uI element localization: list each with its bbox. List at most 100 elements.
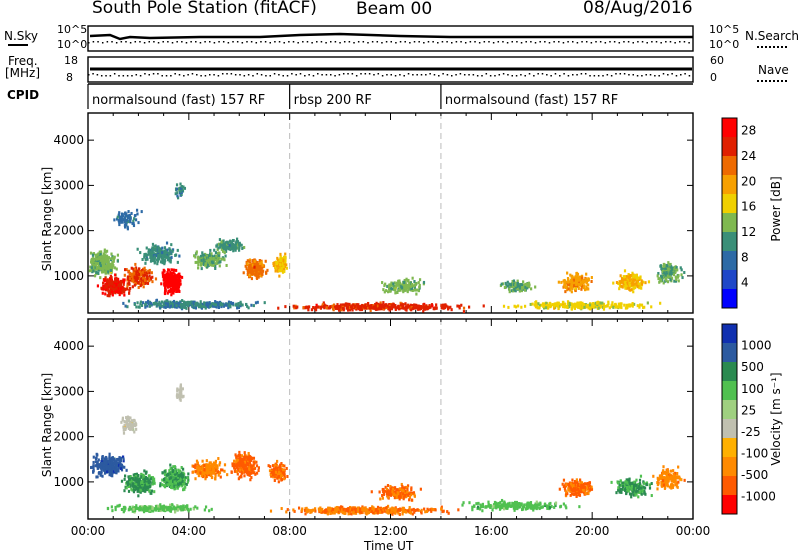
data-cell <box>197 302 200 306</box>
nave-dot <box>135 74 138 76</box>
data-cell <box>171 301 174 305</box>
data-cell <box>115 267 118 271</box>
data-cell <box>116 215 119 219</box>
data-cell <box>127 489 131 493</box>
data-cell <box>108 452 111 456</box>
data-cell <box>178 476 181 480</box>
data-cell <box>279 263 282 267</box>
data-cell <box>580 287 583 291</box>
nsearch-dot <box>609 41 611 43</box>
data-cell <box>187 478 190 482</box>
data-cell <box>109 274 112 278</box>
data-cell <box>166 483 169 487</box>
data-cell <box>216 255 220 259</box>
x-tick-label: 12:00 <box>373 524 408 538</box>
data-cell <box>247 306 250 310</box>
data-cell <box>235 240 238 244</box>
data-cell <box>348 308 352 312</box>
data-cell <box>169 276 172 280</box>
data-cell <box>360 305 363 309</box>
data-cell <box>150 257 153 261</box>
data-cell <box>554 302 557 306</box>
data-cell <box>163 305 166 309</box>
data-cell <box>102 287 105 291</box>
nave-dot <box>623 73 626 75</box>
data-cell <box>137 272 141 276</box>
data-cell <box>523 304 527 308</box>
data-cell <box>173 473 177 477</box>
data-cell <box>570 283 573 287</box>
nsearch-dot <box>446 41 448 43</box>
nave-dot <box>174 73 176 75</box>
data-cell <box>123 278 126 282</box>
nave-dot <box>610 75 613 77</box>
data-cell <box>184 476 187 480</box>
data-cell <box>103 457 106 461</box>
data-cell <box>410 286 414 290</box>
nave-dot <box>628 74 630 76</box>
data-cell <box>165 282 168 286</box>
nave-tick-top: 60 <box>710 54 724 67</box>
nave-dot <box>88 74 90 76</box>
data-cell <box>176 196 180 200</box>
data-cell <box>99 473 102 477</box>
data-cell <box>614 302 617 306</box>
data-cell <box>168 477 171 481</box>
data-cell <box>179 476 182 480</box>
nave-dot <box>567 75 570 77</box>
data-cell <box>112 469 116 473</box>
nsearch-dot <box>409 42 411 44</box>
data-cell <box>170 256 173 260</box>
data-cell <box>417 289 421 293</box>
data-cell <box>209 256 212 260</box>
nsearch-dot <box>581 41 583 43</box>
data-cell <box>123 474 127 478</box>
data-cell <box>115 217 119 221</box>
data-cell <box>602 302 605 306</box>
data-cell <box>570 280 574 284</box>
nave-dot <box>304 75 306 77</box>
data-cell <box>577 281 580 285</box>
nave-dot <box>572 74 574 76</box>
data-cell <box>217 242 221 246</box>
data-cell <box>676 275 680 279</box>
data-cell <box>130 266 133 270</box>
data-cell <box>618 305 621 309</box>
nsearch-dot <box>641 41 644 43</box>
data-cell <box>116 279 119 283</box>
data-cell <box>635 276 638 280</box>
colorbar-tick-label: 8 <box>741 250 749 264</box>
data-cell <box>212 304 215 308</box>
nave-dot <box>273 73 276 75</box>
data-cell <box>152 477 156 481</box>
nsearch-dot <box>134 41 137 43</box>
data-cell <box>665 275 668 279</box>
data-cell <box>500 282 503 286</box>
data-cell <box>101 268 104 272</box>
data-cell <box>163 469 166 473</box>
nave-dot <box>100 75 103 77</box>
nsearch-label: N.Search <box>745 29 800 43</box>
data-cell <box>171 289 175 293</box>
data-cell <box>110 257 113 261</box>
data-cell <box>99 466 103 470</box>
data-cell <box>576 272 580 276</box>
data-cell <box>103 266 106 270</box>
data-cell <box>125 468 128 472</box>
nave-dot <box>347 73 349 75</box>
data-cell <box>118 456 121 460</box>
nave-dot <box>658 75 660 77</box>
data-cell <box>141 268 144 272</box>
nave-dot <box>680 74 682 76</box>
data-cell <box>157 246 160 250</box>
nsearch-dot <box>353 42 355 44</box>
data-cell <box>524 285 527 289</box>
data-cell <box>216 248 219 252</box>
data-cell <box>630 288 634 292</box>
data-cell <box>171 482 174 486</box>
data-cell <box>93 274 97 278</box>
data-cell <box>377 307 380 311</box>
data-cell <box>383 305 386 309</box>
data-cell <box>341 303 344 307</box>
data-cell <box>577 282 580 286</box>
